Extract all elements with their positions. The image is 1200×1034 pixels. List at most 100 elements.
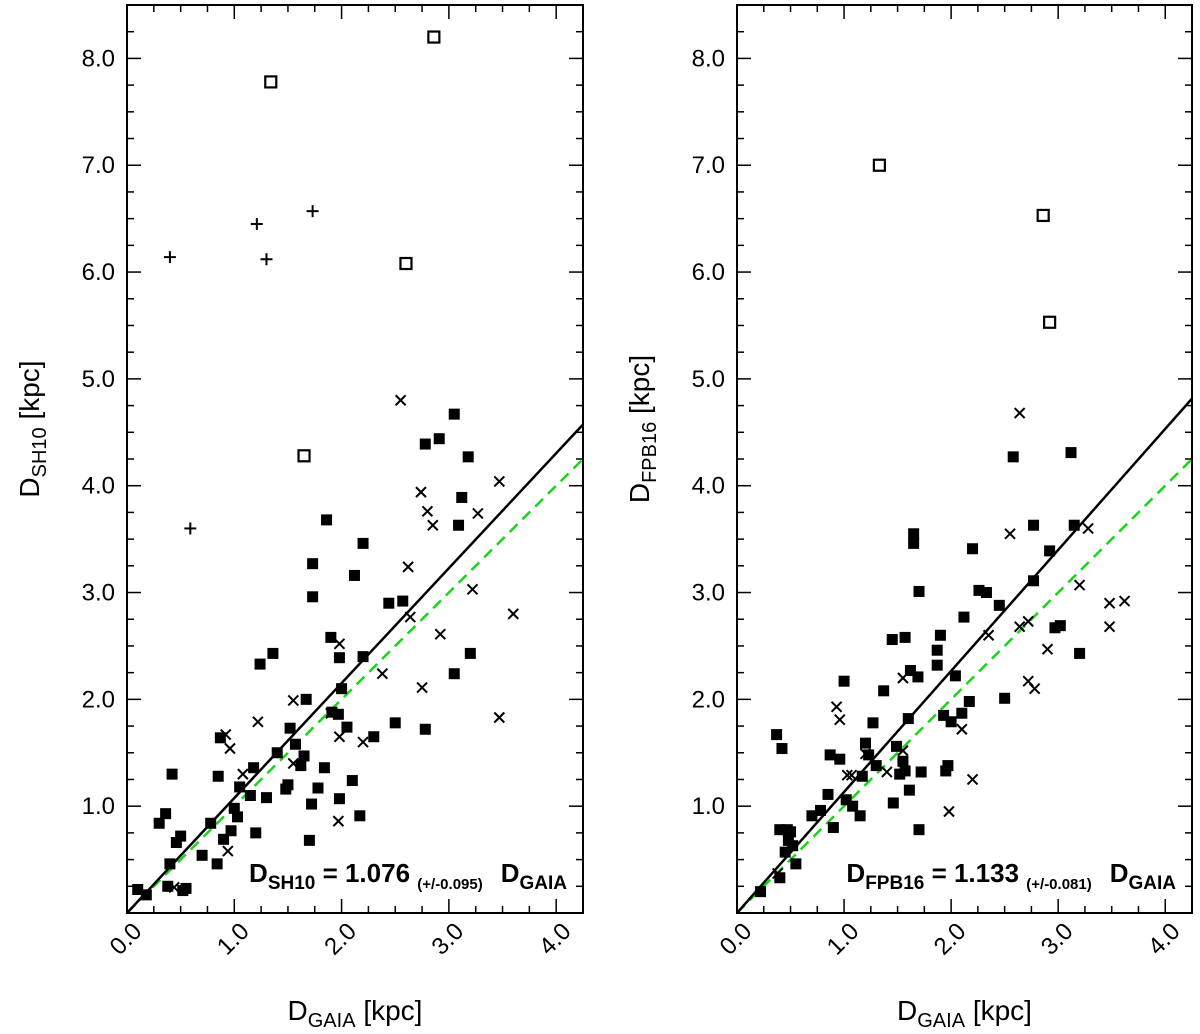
point-cross xyxy=(333,638,346,650)
point-filled-square xyxy=(1068,519,1080,531)
point-filled-square xyxy=(915,766,927,778)
point-filled-square xyxy=(211,858,223,870)
point-cross xyxy=(325,707,337,719)
point-filled-square xyxy=(175,830,187,842)
point-filled-square xyxy=(931,659,943,671)
series-plus xyxy=(163,205,319,535)
y-tick-label: 7.0 xyxy=(692,152,725,179)
point-cross xyxy=(1103,621,1116,633)
y-tick-label: 1.0 xyxy=(692,793,725,820)
point-open-square xyxy=(297,449,311,463)
point-filled-square xyxy=(267,647,279,659)
point-filled-square xyxy=(787,840,799,852)
point-cross xyxy=(416,681,428,694)
point-filled-square xyxy=(140,889,152,901)
point-filled-square xyxy=(824,749,836,761)
fit-equation: DFPB16 = 1.133 (+/-0.081) DGAIA xyxy=(846,858,1176,894)
point-filled-square xyxy=(899,631,911,643)
point-plus xyxy=(306,205,319,218)
point-filled-square xyxy=(958,611,970,623)
point-filled-square xyxy=(967,543,979,555)
point-filled-square xyxy=(908,528,920,540)
point-cross xyxy=(415,486,427,498)
point-filled-square xyxy=(260,792,272,804)
point-filled-square xyxy=(827,822,839,834)
point-filled-square xyxy=(834,753,846,765)
x-axis-title: DGAIA [kpc] xyxy=(288,995,423,1032)
y-tick-label: 6.0 xyxy=(692,259,725,286)
point-filled-square xyxy=(938,709,950,721)
point-filled-square xyxy=(346,775,358,787)
point-filled-square xyxy=(993,599,1005,611)
x-axis-title: DGAIA [kpc] xyxy=(897,995,1032,1032)
point-filled-square xyxy=(160,808,172,820)
point-filled-square xyxy=(822,788,834,800)
point-filled-square xyxy=(321,514,333,526)
point-filled-square xyxy=(333,793,345,805)
point-filled-square xyxy=(785,826,797,838)
y-axis-title: DFPB16 [kpc] xyxy=(624,355,661,503)
point-filled-square xyxy=(973,584,985,596)
point-filled-square xyxy=(232,811,244,823)
point-filled-square xyxy=(963,695,975,707)
x-tick-label: 4.0 xyxy=(534,918,577,961)
point-filled-square xyxy=(244,789,256,801)
point-cross xyxy=(834,713,846,726)
point-filled-square xyxy=(776,742,788,754)
point-cross xyxy=(287,757,300,770)
point-filled-square xyxy=(945,716,957,728)
point-filled-square xyxy=(162,880,174,892)
point-filled-square xyxy=(931,644,943,656)
point-filled-square xyxy=(307,591,319,603)
point-cross xyxy=(404,611,416,623)
point-filled-square xyxy=(289,738,301,750)
y-tick-label: 4.0 xyxy=(82,473,115,500)
point-filled-square xyxy=(863,749,875,761)
point-cross xyxy=(287,694,300,707)
x-tick-label: 3.0 xyxy=(1036,918,1079,961)
point-filled-square xyxy=(132,883,144,895)
x-tick-label: 2.0 xyxy=(929,918,972,961)
point-filled-square xyxy=(464,647,476,659)
point-cross xyxy=(859,748,872,760)
y-tick-label: 8.0 xyxy=(692,45,725,72)
point-plus xyxy=(260,253,273,266)
point-filled-square xyxy=(980,587,992,599)
point-filled-square xyxy=(1044,545,1056,557)
point-cross xyxy=(493,711,506,724)
point-filled-square xyxy=(899,765,911,777)
x-tick-label: 3.0 xyxy=(427,918,470,961)
point-filled-square xyxy=(271,747,283,759)
point-filled-square xyxy=(840,794,852,806)
x-tick-label: 0.0 xyxy=(715,918,758,961)
point-filled-square xyxy=(228,802,240,814)
point-filled-square xyxy=(333,652,345,664)
point-filled-square xyxy=(999,692,1011,704)
point-cross xyxy=(472,507,484,520)
point-filled-square xyxy=(325,631,337,643)
x-tick-label: 2.0 xyxy=(319,918,362,961)
point-filled-square xyxy=(912,671,924,683)
y-tick-label: 2.0 xyxy=(692,686,725,713)
point-filled-square xyxy=(300,693,312,705)
point-cross xyxy=(1013,407,1026,419)
point-filled-square xyxy=(250,827,262,839)
point-cross xyxy=(1082,522,1094,535)
point-filled-square xyxy=(956,707,968,719)
point-cross xyxy=(845,769,858,781)
point-cross xyxy=(1004,528,1016,540)
point-filled-square xyxy=(180,882,192,894)
point-open-square xyxy=(1043,315,1057,329)
point-filled-square xyxy=(942,760,954,772)
point-filled-square xyxy=(902,713,914,725)
point-cross xyxy=(966,773,979,786)
point-cross xyxy=(956,723,968,735)
point-filled-square xyxy=(1028,575,1040,587)
panel-right: 0.0 1.0 2.0 3.0 4.0 1.0 2.0 3.0 4.0 5.0 6.0 7.0 8.0 D… xyxy=(624,4,1193,1032)
point-plus xyxy=(163,251,176,264)
point-filled-square xyxy=(870,760,882,772)
point-cross xyxy=(771,867,784,880)
point-filled-square xyxy=(934,629,946,641)
point-plus xyxy=(184,522,197,535)
point-cross xyxy=(333,731,346,743)
